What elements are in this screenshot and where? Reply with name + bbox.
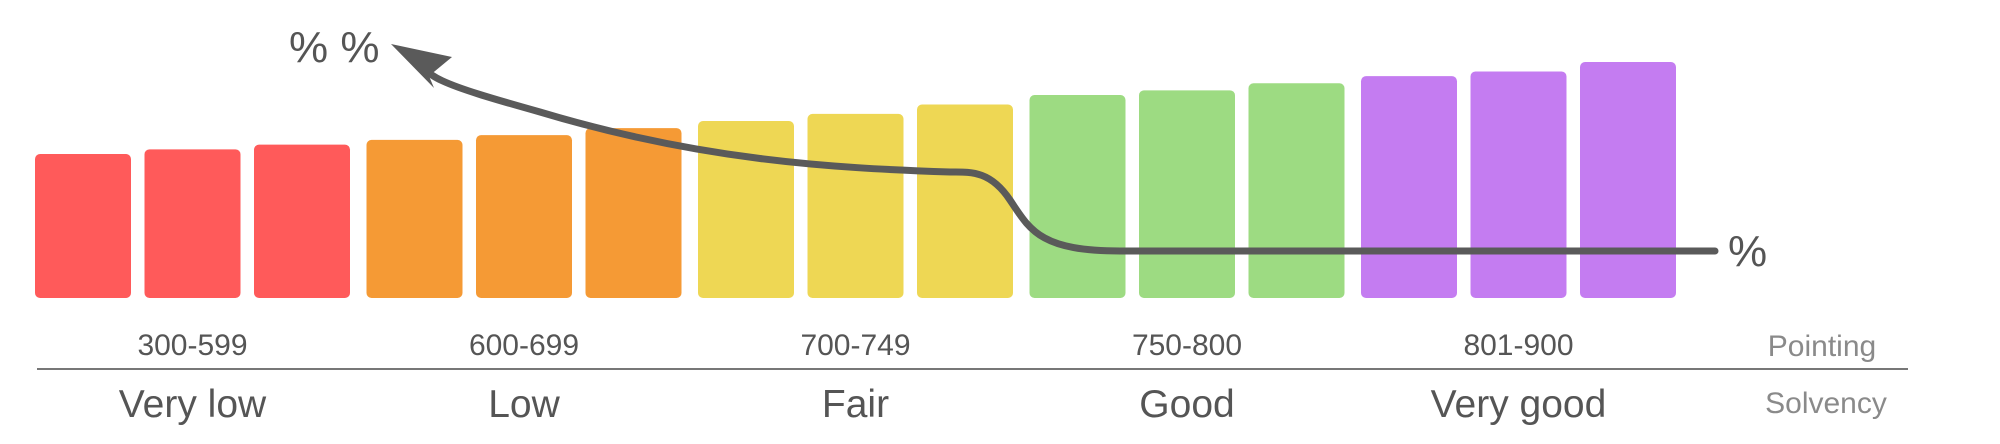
rating-labels: Very low Low Fair Good Very good xyxy=(119,383,1607,426)
bar-13 xyxy=(1361,76,1457,298)
rating-label-4: Good xyxy=(1139,383,1234,426)
bars-group xyxy=(35,62,1676,298)
bar-10 xyxy=(1030,95,1126,298)
high-rate-label: % % xyxy=(289,23,379,72)
bar-4 xyxy=(367,140,463,298)
bar-8 xyxy=(808,114,904,298)
rating-label-5: Very good xyxy=(1431,383,1607,426)
range-label-4: 750-800 xyxy=(1132,329,1242,362)
solvency-row-label: Solvency xyxy=(1765,387,1887,420)
rating-label-3: Fair xyxy=(822,383,889,426)
bar-7 xyxy=(698,121,794,298)
bar-1 xyxy=(35,154,131,298)
rating-label-1: Very low xyxy=(119,383,267,426)
bar-3 xyxy=(254,145,350,298)
range-label-2: 600-699 xyxy=(469,329,579,362)
bar-14 xyxy=(1471,71,1567,298)
bar-15 xyxy=(1580,62,1676,298)
bar-11 xyxy=(1139,90,1235,298)
range-label-5: 801-900 xyxy=(1463,329,1573,362)
range-label-1: 300-599 xyxy=(137,329,247,362)
bar-6 xyxy=(586,128,682,298)
rating-label-2: Low xyxy=(488,383,560,426)
bar-9 xyxy=(917,104,1013,298)
low-rate-label: % xyxy=(1728,227,1767,276)
bar-12 xyxy=(1249,83,1345,298)
bar-5 xyxy=(476,135,572,298)
range-labels: 300-599 600-699 700-749 750-800 801-900 xyxy=(137,329,1573,362)
pointing-row-label: Pointing xyxy=(1768,330,1876,363)
range-label-3: 700-749 xyxy=(800,329,910,362)
bar-2 xyxy=(145,149,241,298)
